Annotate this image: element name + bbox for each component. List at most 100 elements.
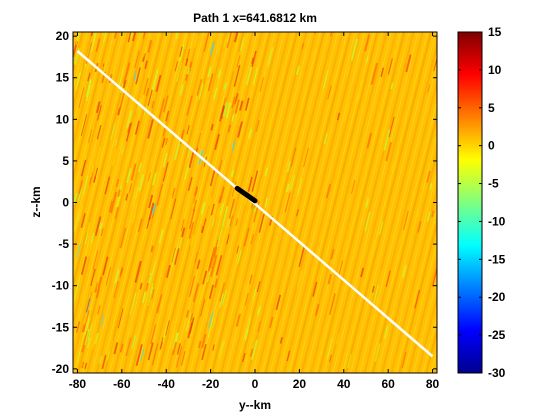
speckle-streak bbox=[94, 216, 102, 236]
x-tick-label: -60 bbox=[113, 377, 131, 391]
speckle-streak bbox=[286, 161, 291, 173]
speckle-streak bbox=[255, 119, 260, 132]
speckle-streak bbox=[77, 32, 81, 41]
speckle-streak bbox=[336, 112, 341, 121]
speckle-streak bbox=[119, 227, 127, 249]
speckle-streak bbox=[162, 162, 169, 182]
speckle-streak bbox=[196, 79, 203, 96]
speckle-streak bbox=[216, 227, 223, 248]
speckle-streak bbox=[403, 211, 409, 230]
speckle-streak bbox=[383, 325, 389, 339]
speckle-streak bbox=[283, 338, 289, 355]
speckle-streak bbox=[329, 32, 333, 37]
speckle-streak bbox=[185, 310, 190, 318]
y-tick-label: -15 bbox=[52, 320, 70, 334]
speckle-streak bbox=[267, 47, 274, 66]
speckle-streak bbox=[97, 66, 104, 88]
speckle-streak bbox=[237, 121, 243, 138]
speckle-streak bbox=[207, 257, 214, 272]
x-axis-label: y--km bbox=[239, 398, 271, 412]
speckle-streak bbox=[327, 273, 332, 285]
speckle-streak bbox=[213, 32, 218, 42]
speckle-streak bbox=[89, 172, 94, 185]
speckle-streak bbox=[94, 282, 99, 293]
speckle-streak bbox=[151, 69, 159, 91]
speckle-streak bbox=[89, 244, 95, 261]
speckle-streak bbox=[81, 361, 85, 369]
chart-title: Path 1 x=641.6812 km bbox=[193, 11, 317, 25]
speckle-streak bbox=[159, 337, 164, 350]
speckle-streak bbox=[139, 32, 144, 43]
speckle-streak bbox=[90, 32, 94, 37]
speckle-streak bbox=[208, 284, 214, 300]
y-axis-label: z--km bbox=[29, 186, 43, 217]
speckle-streak bbox=[130, 32, 133, 38]
speckle-streak bbox=[242, 353, 246, 363]
speckle-streak bbox=[208, 311, 214, 329]
colorbar-tick-label: -10 bbox=[488, 214, 506, 228]
speckle-streak bbox=[101, 32, 105, 37]
speckle-streak bbox=[127, 143, 134, 164]
speckle-streak bbox=[86, 337, 91, 348]
speckle-streak bbox=[187, 322, 193, 339]
speckle-streak bbox=[139, 282, 143, 290]
x-tick-label: -40 bbox=[158, 377, 176, 391]
speckle-streak bbox=[311, 51, 316, 58]
speckle-layer bbox=[73, 32, 437, 370]
speckle-streak bbox=[388, 116, 395, 138]
speckle-streak bbox=[243, 227, 250, 247]
y-tick-label: 10 bbox=[56, 112, 70, 126]
speckle-streak bbox=[264, 197, 269, 208]
speckle-streak bbox=[222, 37, 227, 48]
speckle-streak bbox=[188, 208, 196, 230]
speckle-streak bbox=[244, 292, 249, 306]
speckle-streak bbox=[96, 124, 102, 140]
speckle-streak bbox=[93, 167, 99, 183]
speckle-streak bbox=[216, 71, 223, 91]
speckle-streak bbox=[187, 176, 193, 191]
speckle-streak bbox=[80, 114, 88, 136]
speckle-streak bbox=[158, 228, 164, 244]
speckle-streak bbox=[286, 350, 291, 362]
x-tick-label: 80 bbox=[426, 377, 440, 391]
speckle-streak bbox=[196, 259, 201, 270]
speckle-streak bbox=[148, 63, 153, 75]
speckle-streak bbox=[360, 267, 365, 278]
x-tick-label: 60 bbox=[381, 377, 395, 391]
speckle-streak bbox=[104, 176, 111, 195]
speckle-streak bbox=[166, 195, 173, 214]
speckle-streak bbox=[95, 101, 101, 114]
speckle-streak bbox=[210, 254, 218, 277]
speckle-streak bbox=[234, 99, 240, 114]
speckle-streak bbox=[372, 284, 379, 304]
speckle-streak bbox=[114, 207, 119, 219]
speckle-streak bbox=[327, 85, 332, 100]
speckle-streak bbox=[97, 276, 103, 289]
speckle-streak bbox=[143, 78, 149, 95]
speckle-streak bbox=[82, 141, 89, 157]
speckle-streak bbox=[205, 196, 213, 219]
speckle-streak bbox=[192, 194, 198, 210]
speckle-streak bbox=[218, 340, 224, 357]
speckle-streak bbox=[76, 243, 81, 259]
speckle-streak bbox=[210, 123, 214, 131]
speckle-streak bbox=[180, 351, 186, 366]
x-tick-label: 40 bbox=[337, 377, 351, 391]
speckle-streak bbox=[113, 342, 119, 355]
speckle-streak bbox=[248, 128, 253, 139]
speckle-streak bbox=[189, 313, 194, 324]
speckle-streak bbox=[236, 55, 241, 68]
speckle-streak bbox=[127, 123, 132, 133]
speckle-streak bbox=[147, 171, 154, 193]
speckle-streak bbox=[250, 234, 255, 245]
speckle-streak bbox=[171, 247, 177, 263]
speckle-streak bbox=[168, 227, 173, 237]
speckle-streak bbox=[217, 38, 223, 54]
speckle-streak bbox=[74, 278, 81, 300]
speckle-streak bbox=[187, 67, 191, 75]
speckle-streak bbox=[161, 254, 167, 270]
speckle-streak bbox=[162, 152, 168, 168]
speckle-streak bbox=[119, 268, 123, 278]
speckle-streak bbox=[201, 333, 207, 348]
speckle-streak bbox=[159, 295, 165, 310]
